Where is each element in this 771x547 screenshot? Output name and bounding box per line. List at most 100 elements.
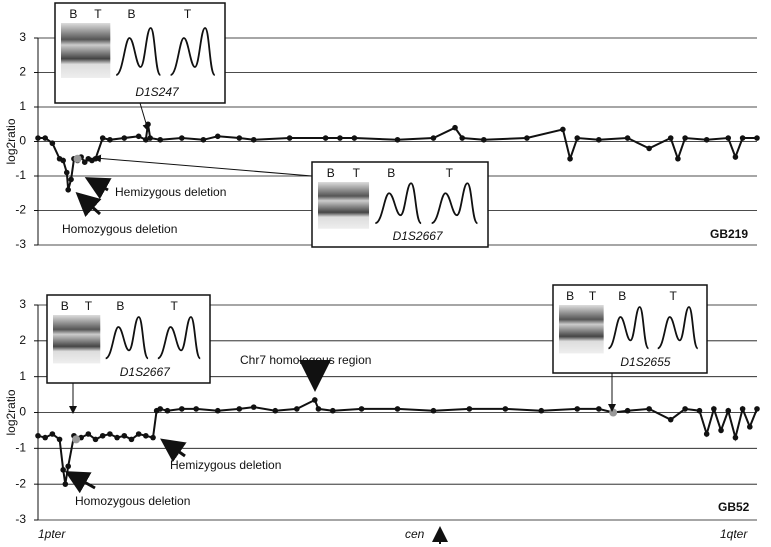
- gel-image: [53, 315, 101, 364]
- data-point: [60, 467, 66, 473]
- inset-pointer: [139, 102, 151, 132]
- gel-image: [61, 23, 111, 78]
- x-annotation: 1qter: [720, 527, 748, 541]
- data-point: [725, 135, 732, 141]
- lane-label: B: [566, 289, 574, 303]
- data-point: [179, 135, 185, 141]
- y-tick-label: 3: [19, 30, 26, 44]
- lane-label: T: [446, 166, 454, 180]
- lane-label: T: [589, 289, 597, 303]
- marker-name: D1S2667: [393, 229, 444, 243]
- data-point: [596, 136, 602, 143]
- data-point: [42, 434, 48, 441]
- y-tick-label: 3: [19, 297, 26, 311]
- y-tick-label: 1: [19, 99, 26, 113]
- data-point: [143, 136, 149, 143]
- annotation: Hemizygous deletion: [170, 458, 281, 472]
- y-tick-label: 0: [19, 134, 26, 148]
- y-tick-label: -3: [15, 512, 26, 526]
- data-point: [502, 406, 509, 412]
- data-point: [667, 416, 674, 423]
- annotation: Hemizygous deletion: [115, 185, 226, 199]
- data-point: [703, 431, 710, 437]
- highlight-point: [73, 154, 82, 163]
- data-point: [81, 159, 88, 165]
- data-point: [351, 135, 358, 141]
- lane-label: B: [127, 7, 135, 21]
- trace: [657, 306, 699, 350]
- data-point: [250, 404, 257, 410]
- lane-label: T: [85, 299, 93, 313]
- data-point: [329, 407, 336, 414]
- y-axis-label: log2ratio: [4, 389, 18, 435]
- data-point: [62, 481, 69, 487]
- data-point: [135, 133, 142, 140]
- sample-label: GB219: [710, 227, 748, 241]
- data-point: [272, 407, 279, 414]
- data-point: [65, 463, 71, 470]
- data-point: [135, 431, 142, 437]
- data-point: [322, 135, 329, 141]
- data-point: [60, 157, 66, 164]
- data-point: [157, 136, 164, 143]
- trace: [607, 306, 650, 350]
- y-tick-label: -1: [15, 441, 26, 455]
- data-point: [560, 126, 566, 133]
- y-tick-label: 2: [19, 65, 26, 79]
- gel-image: [318, 182, 370, 229]
- data-point: [675, 155, 681, 162]
- highlight-point: [609, 408, 618, 417]
- data-point: [732, 434, 739, 441]
- data-point: [703, 136, 710, 143]
- data-point: [107, 136, 113, 143]
- lane-label: B: [618, 289, 626, 303]
- data-point: [754, 135, 760, 141]
- data-point: [682, 406, 688, 412]
- annotation: Chr7 homologous region: [240, 353, 371, 367]
- data-point: [732, 154, 739, 160]
- arrow: [84, 177, 112, 200]
- lane-label: B: [327, 166, 335, 180]
- data-point: [128, 436, 135, 443]
- lane-label: T: [94, 7, 102, 21]
- data-point: [574, 406, 581, 412]
- data-point: [99, 135, 106, 141]
- data-point: [646, 406, 652, 412]
- data-point: [337, 135, 343, 141]
- data-point: [147, 135, 153, 141]
- data-point: [739, 135, 746, 141]
- data-point: [718, 427, 724, 434]
- trace: [170, 27, 216, 76]
- data-point: [179, 406, 185, 412]
- data-point: [214, 407, 221, 414]
- data-point: [236, 135, 243, 141]
- data-point: [250, 136, 257, 143]
- data-point: [747, 424, 753, 430]
- data-point: [92, 155, 99, 162]
- data-point: [68, 176, 74, 183]
- y-tick-label: -2: [15, 203, 26, 217]
- arrow: [75, 191, 102, 217]
- data-point: [596, 406, 602, 412]
- data-point: [286, 135, 293, 141]
- data-point: [121, 432, 128, 439]
- data-point: [200, 136, 207, 143]
- trace: [374, 182, 423, 225]
- lane-label: T: [669, 289, 677, 303]
- annotation: Homozygous deletion: [62, 222, 177, 236]
- data-point: [459, 135, 466, 141]
- data-point: [99, 432, 106, 439]
- trace: [431, 182, 479, 225]
- data-point: [624, 135, 631, 141]
- data-point: [157, 406, 164, 412]
- y-tick-label: 1: [19, 369, 26, 383]
- data-point: [524, 135, 530, 141]
- lane-label: B: [387, 166, 395, 180]
- data-point: [567, 155, 573, 162]
- marker-name: D1S2667: [120, 365, 171, 379]
- data-point: [358, 406, 365, 412]
- arrow: [64, 471, 96, 494]
- lane-label: B: [61, 299, 69, 313]
- inset-pointer: [93, 154, 313, 177]
